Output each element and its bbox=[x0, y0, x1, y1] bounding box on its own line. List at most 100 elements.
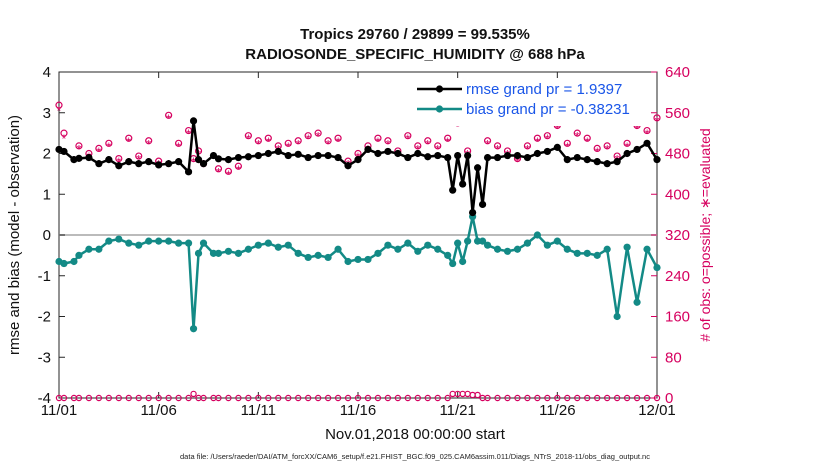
legend-label-bias: bias grand pr = -0.38231 bbox=[466, 101, 630, 118]
bias-point bbox=[493, 245, 502, 253]
obs-possible-point bbox=[105, 139, 113, 147]
bias-point bbox=[214, 249, 223, 257]
y-tick-label-left: -3 bbox=[38, 349, 51, 366]
rmse-point bbox=[115, 162, 123, 170]
bias-point bbox=[209, 249, 218, 257]
y-tick-label-left: 3 bbox=[43, 105, 51, 122]
obs-possible-point bbox=[314, 129, 322, 137]
x-tick-label: 11/21 bbox=[439, 402, 475, 419]
rmse-point bbox=[434, 151, 442, 160]
obs-evaluated-point: * bbox=[191, 155, 196, 169]
rmse-point bbox=[469, 208, 477, 217]
bias-point bbox=[424, 241, 432, 249]
axis-ticks: 11/01 11/06 11/11 11/16 11/21 11/26 12/01 -4 -3 -… bbox=[38, 64, 690, 419]
obs-possible-point bbox=[115, 154, 123, 163]
rmse-point bbox=[145, 158, 153, 166]
obs-evaluated-point: * bbox=[386, 137, 391, 151]
obs-bottom-point bbox=[185, 394, 192, 402]
legend-label-rmse: rmse grand pr = 1.9397 bbox=[466, 81, 622, 98]
rmse-point bbox=[189, 117, 198, 125]
rmse-point bbox=[613, 158, 621, 166]
rmse-point-star: * bbox=[470, 206, 476, 221]
obs-evaluated-point: * bbox=[376, 135, 381, 149]
rmse-point bbox=[513, 151, 522, 160]
rmse-point-star: * bbox=[515, 149, 521, 164]
rmse-point-star: * bbox=[505, 149, 511, 164]
bias-point bbox=[478, 237, 487, 245]
data-file-caption: data file: /Users/raeder/DAI/ATM_forcXX/… bbox=[180, 452, 650, 461]
rmse-point-star: * bbox=[306, 151, 312, 166]
obs-possible-point bbox=[573, 129, 581, 137]
rmse-point bbox=[214, 155, 223, 163]
obs-evaluated-point: * bbox=[126, 135, 131, 149]
rmse-point-star: * bbox=[86, 151, 92, 166]
obs-possible-point bbox=[543, 132, 551, 140]
bias-point bbox=[394, 245, 402, 253]
rmse-point bbox=[394, 149, 402, 158]
obs-possible-point bbox=[324, 137, 332, 145]
chart-title-line1: Tropics 29760 / 29899 = 99.535% bbox=[300, 26, 530, 43]
rmse-point bbox=[449, 186, 457, 194]
legend: rmse grand pr = 1.9397 bias grand pr = -0… bbox=[411, 78, 651, 126]
rmse-point-star: * bbox=[276, 145, 282, 160]
obs-bottom-point bbox=[633, 394, 641, 402]
obs-possible-point bbox=[493, 142, 502, 150]
obs-possible-point bbox=[95, 144, 103, 153]
rmse-point bbox=[483, 153, 492, 162]
obs-bottom-point bbox=[190, 390, 197, 398]
obs-bottom-point bbox=[554, 394, 561, 402]
bias-point bbox=[583, 249, 591, 257]
obs-evaluated-point: * bbox=[595, 145, 600, 159]
obs-bottom-point bbox=[334, 394, 342, 402]
legend-box bbox=[411, 78, 651, 126]
rmse-point bbox=[623, 149, 631, 158]
obs-bottom-point bbox=[285, 394, 292, 402]
bias-point bbox=[199, 239, 208, 247]
chart-title-line2: RADIOSONDE_SPECIFIC_HUMIDITY @ 688 hPa bbox=[245, 46, 585, 63]
bias-point bbox=[603, 245, 611, 253]
obs-bottom-point bbox=[474, 391, 481, 399]
obs-possible-point bbox=[165, 111, 173, 119]
bias-point bbox=[573, 249, 581, 257]
bias-point bbox=[483, 241, 492, 249]
obs-bottom-point bbox=[613, 394, 621, 402]
obs-bottom-point bbox=[344, 394, 352, 402]
rmse-point-star: * bbox=[450, 184, 456, 199]
rmse-point-star: * bbox=[355, 153, 361, 168]
obs-evaluated-point: * bbox=[306, 132, 311, 146]
y-tick-label-right: 80 bbox=[665, 349, 682, 366]
bias-point bbox=[294, 249, 302, 257]
rmse-point bbox=[474, 164, 482, 172]
obs-bottom-point bbox=[524, 394, 531, 402]
bias-point bbox=[274, 243, 282, 251]
rmse-point bbox=[563, 156, 571, 164]
rmse-point-star: * bbox=[615, 155, 621, 170]
obs-evaluated-point: * bbox=[495, 142, 500, 156]
obs-bottom-point bbox=[295, 394, 302, 402]
bias-point bbox=[354, 255, 362, 264]
bias-point bbox=[523, 239, 532, 247]
obs-evaluated-point: * bbox=[296, 137, 301, 151]
rmse-point-star: * bbox=[475, 161, 481, 176]
rmse-point-star: * bbox=[136, 157, 142, 172]
obs-possible-point bbox=[224, 167, 233, 175]
rmse-point bbox=[165, 160, 173, 168]
rmse-point-star: * bbox=[525, 151, 531, 166]
obs-bottom-point bbox=[324, 394, 332, 402]
rmse-point bbox=[324, 151, 332, 160]
obs-evaluated-point: * bbox=[136, 153, 141, 167]
obs-bottom-point bbox=[165, 394, 172, 402]
rmse-point bbox=[125, 158, 133, 166]
y-tick-label-right: 560 bbox=[665, 105, 690, 122]
rmse-point bbox=[194, 156, 203, 164]
obs-bottom-point bbox=[304, 394, 312, 402]
rmse-point bbox=[304, 153, 312, 162]
rmse-point-star: * bbox=[385, 145, 391, 160]
bias-point bbox=[155, 237, 163, 245]
obs-possible-point bbox=[334, 134, 342, 142]
obs-evaluated-point: * bbox=[97, 145, 102, 159]
rmse-point bbox=[105, 156, 113, 164]
obs-evaluated-point: * bbox=[425, 137, 430, 151]
rmse-point-star: * bbox=[56, 143, 62, 158]
